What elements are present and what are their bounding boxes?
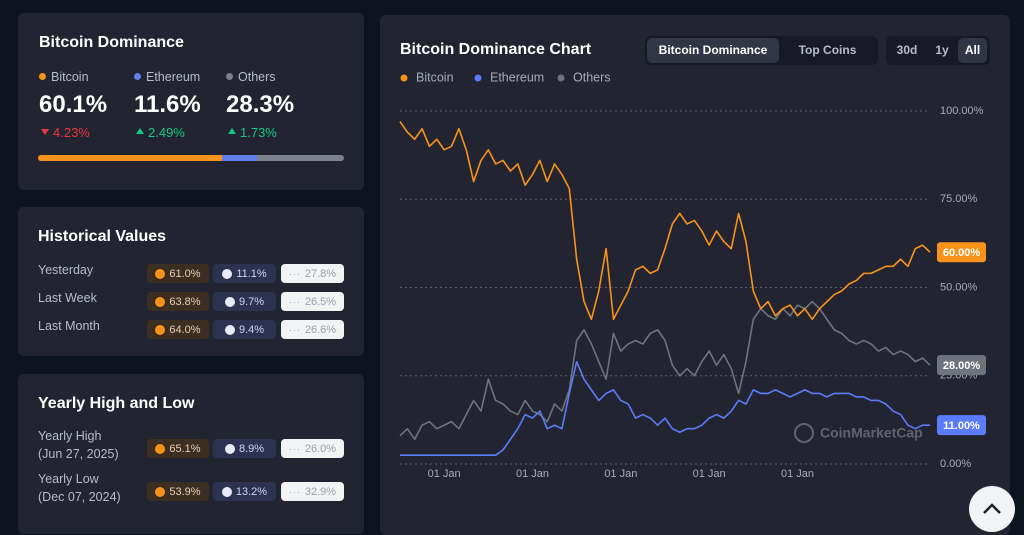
range-tab[interactable]: All — [958, 38, 987, 63]
others-pill: ··· 26.6% — [281, 320, 344, 339]
coin-icon — [155, 324, 166, 335]
ethereum-value: 11.1% — [236, 267, 267, 280]
ethereum-pill: 9.4% — [213, 320, 276, 339]
card-title: Historical Values — [38, 228, 167, 245]
historical-card: Historical Values Yesterday 61.0% 11.1% ···… — [18, 207, 364, 356]
range-group: 30d 1y All — [886, 36, 990, 65]
change-arrow — [41, 129, 49, 135]
others-pill: ··· 32.9% — [281, 482, 344, 501]
row-label: Yearly Low — [38, 472, 99, 486]
chart-card: Bitcoin Dominance Top Coins 30d 1y All — [380, 15, 1010, 535]
tab-group: Bitcoin Dominance Top Coins — [645, 36, 878, 65]
dominance-value: 60.1% — [39, 91, 108, 118]
change-value: 2.49% — [148, 125, 185, 140]
others-pill: ··· 26.0% — [281, 439, 344, 458]
bitcoin-value: 65.1% — [169, 442, 201, 455]
others-value: 32.9% — [304, 485, 337, 498]
legend-dot — [134, 73, 141, 80]
scroll-top-button[interactable] — [969, 486, 1015, 532]
coin-icon — [155, 296, 166, 307]
chart-tab[interactable]: Top Coins — [798, 43, 857, 57]
others-icon: ··· — [288, 296, 301, 307]
coin-icon — [155, 486, 166, 497]
summary-card: Bitcoin Dominance Bitcoin 60.1% 4.23% Ether… — [18, 13, 364, 190]
row-label: Yearly High — [38, 429, 102, 443]
ethereum-pill: 9.7% — [213, 292, 276, 311]
card-title: Yearly High and Low — [38, 395, 195, 412]
legend-label: Bitcoin — [51, 70, 89, 84]
chevron-icon — [983, 503, 1001, 514]
bitcoin-value: 53.9% — [169, 485, 201, 498]
others-pill: ··· 27.8% — [281, 264, 344, 283]
row-date: (Jun 27, 2025) — [38, 447, 119, 461]
others-value: 26.0% — [304, 442, 337, 455]
ethereum-value: 9.7% — [238, 295, 265, 308]
dominance-bar-segment — [221, 155, 258, 161]
coin-icon — [221, 486, 232, 497]
row-label: Yesterday — [38, 263, 94, 277]
others-icon: ··· — [288, 324, 301, 335]
legend-label: Ethereum — [146, 70, 201, 84]
change-arrow — [136, 128, 144, 134]
ethereum-value: 8.9% — [238, 442, 265, 455]
legend-dot — [226, 73, 233, 80]
bitcoin-value: 63.8% — [169, 295, 201, 308]
others-icon: ··· — [288, 486, 301, 497]
coin-icon — [155, 443, 166, 454]
bitcoin-value: 61.0% — [169, 267, 201, 280]
bitcoin-pill: 65.1% — [147, 439, 209, 458]
coin-icon — [155, 268, 166, 279]
others-icon: ··· — [288, 443, 301, 454]
coin-icon — [224, 443, 235, 454]
row-label: Last Week — [38, 291, 97, 305]
ethereum-pill: 13.2% — [213, 482, 276, 501]
legend-dot — [39, 73, 46, 80]
chart-tab[interactable]: Bitcoin Dominance — [647, 38, 779, 63]
bitcoin-pill: 61.0% — [147, 264, 209, 283]
bitcoin-pill: 64.0% — [147, 320, 209, 339]
range-tab[interactable]: 30d — [896, 43, 918, 57]
ethereum-pill: 8.9% — [213, 439, 276, 458]
others-pill: ··· 26.5% — [281, 292, 344, 311]
row-date: (Dec 07, 2024) — [38, 490, 121, 504]
coin-icon — [224, 324, 235, 335]
others-value: 26.6% — [304, 323, 337, 336]
coin-icon — [222, 268, 233, 279]
ethereum-pill: 11.1% — [213, 264, 276, 283]
card-title: Bitcoin Dominance — [39, 34, 184, 51]
change-value: 4.23% — [53, 125, 90, 140]
change-arrow — [228, 128, 236, 134]
bitcoin-value: 64.0% — [169, 323, 201, 336]
others-value: 26.5% — [304, 295, 337, 308]
change-value: 1.73% — [240, 125, 277, 140]
bitcoin-pill: 53.9% — [147, 482, 209, 501]
others-value: 27.8% — [304, 267, 337, 280]
others-icon: ··· — [288, 268, 301, 279]
dominance-value: 28.3% — [226, 91, 295, 118]
ethereum-value: 13.2% — [235, 485, 268, 498]
bitcoin-pill: 63.8% — [147, 292, 209, 311]
yearly-card: Yearly High and Low Yearly High (Jun 27, … — [18, 374, 364, 534]
dominance-bar-segment — [38, 155, 222, 161]
range-tab[interactable]: 1y — [935, 43, 949, 57]
dominance-bar-segment — [257, 155, 344, 161]
ethereum-value: 9.4% — [238, 323, 265, 336]
legend-label: Others — [238, 70, 276, 84]
row-label: Last Month — [38, 319, 100, 333]
coin-icon — [224, 296, 235, 307]
dominance-value: 11.6% — [134, 91, 201, 118]
